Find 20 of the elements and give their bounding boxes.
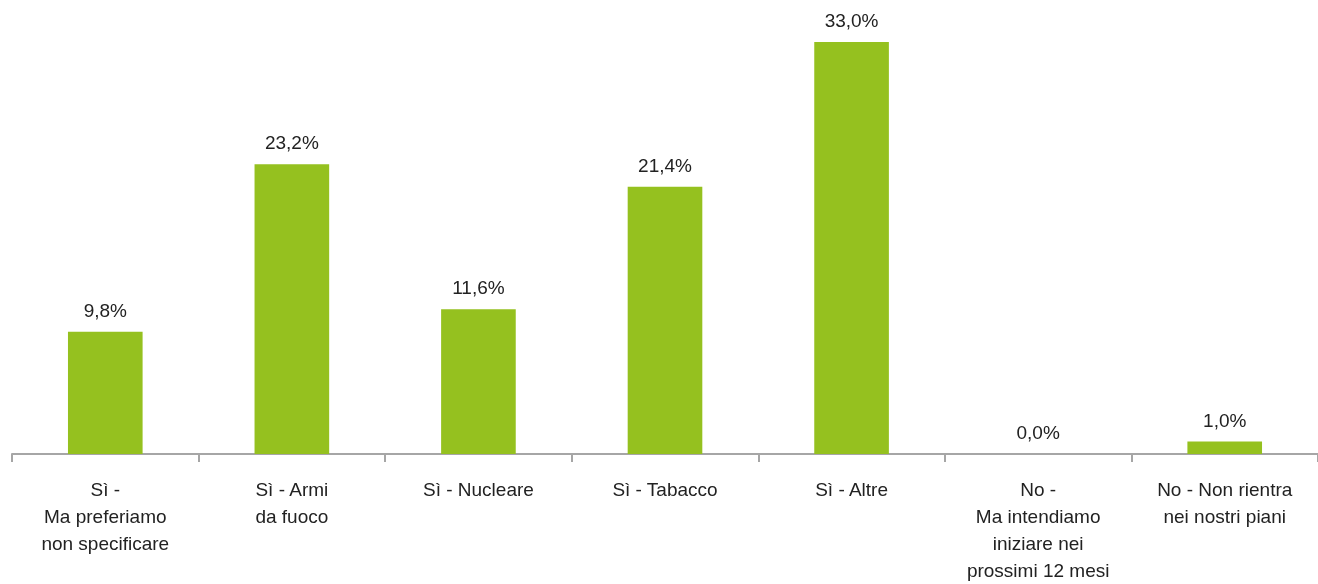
data-label: 11,6% bbox=[452, 277, 505, 299]
data-label: 21,4% bbox=[638, 154, 693, 176]
x-tick-label: Sì - Armi da fuoco bbox=[255, 479, 329, 527]
x-tick-label: Sì - Ma preferiamo non specificare bbox=[41, 479, 170, 554]
data-label: 9,8% bbox=[83, 299, 128, 321]
data-label: 33,0% bbox=[824, 10, 879, 31]
data-label: 23,2% bbox=[264, 132, 319, 154]
x-tick-label: Sì - Nucleare bbox=[422, 479, 534, 500]
bar bbox=[254, 164, 330, 454]
x-tick-label: No - Non rientra nei nostri piani bbox=[1157, 479, 1293, 527]
x-tick-label: Sì - Altre bbox=[815, 479, 888, 500]
bar bbox=[627, 186, 703, 454]
bar bbox=[67, 331, 143, 454]
bar bbox=[1187, 441, 1263, 454]
data-label: 0,0% bbox=[1016, 422, 1060, 443]
bar bbox=[814, 42, 889, 454]
x-tick-label: Sì - Tabacco bbox=[612, 479, 718, 500]
bar bbox=[441, 309, 516, 454]
x-tick-label: No - Ma intendiamo iniziare nei prossimi 12 mesi bbox=[966, 479, 1110, 581]
data-label: 1,0% bbox=[1203, 409, 1247, 431]
